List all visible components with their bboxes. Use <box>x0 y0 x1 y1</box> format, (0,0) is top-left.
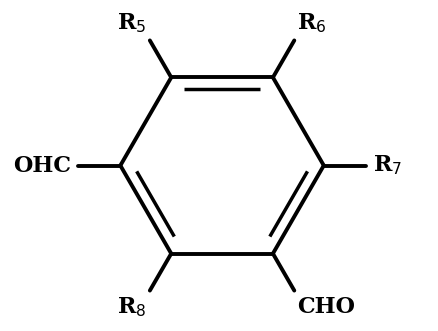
Text: R$_6$: R$_6$ <box>297 12 327 35</box>
Text: R$_5$: R$_5$ <box>117 12 147 35</box>
Text: OHC: OHC <box>14 155 71 176</box>
Text: R$_7$: R$_7$ <box>373 154 402 177</box>
Text: R$_8$: R$_8$ <box>117 296 147 319</box>
Text: CHO: CHO <box>297 296 355 318</box>
